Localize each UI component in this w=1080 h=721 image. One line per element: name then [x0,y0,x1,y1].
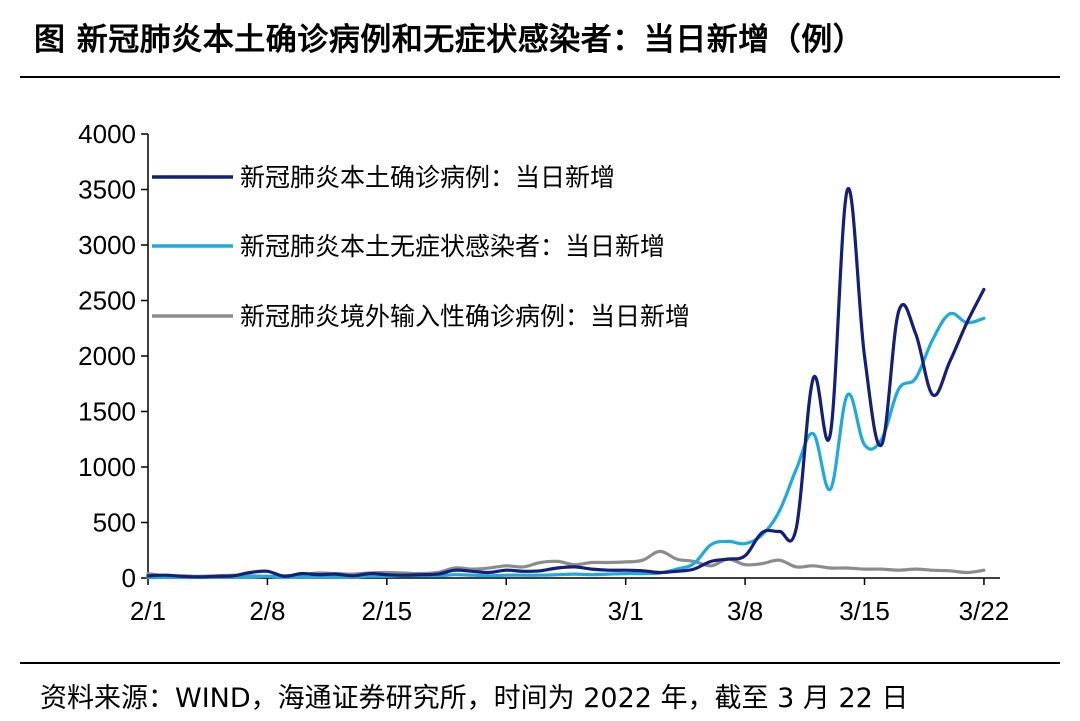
y-tick-label: 0 [122,563,136,593]
source-note: 资料来源：WIND，海通证券研究所，时间为 2022 年，截至 3 月 22 日 [40,683,909,714]
x-tick-label: 3/8 [727,596,763,626]
y-tick-label: 2500 [78,286,136,316]
x-tick-label: 2/22 [481,596,532,626]
x-tick-label: 2/15 [362,596,413,626]
series-line-local-asymptomatic [146,311,986,580]
legend-item-local-confirmed-label: 新冠肺炎本土确诊病例：当日新增 [240,163,615,192]
top-rule [20,76,1060,78]
x-tick-label: 3/15 [839,596,890,626]
x-tick-label: 2/1 [130,596,166,626]
legend-item-local-asymptomatic-label: 新冠肺炎本土无症状感染者：当日新增 [240,232,665,261]
legend-item-imported-confirmed-label: 新冠肺炎境外输入性确诊病例：当日新增 [240,302,690,331]
series-line-local-confirmed [146,187,986,579]
y-tick-label: 3000 [78,230,136,260]
x-tick-label: 3/1 [608,596,644,626]
y-tick-label: 4000 [78,119,136,149]
chart-title: 图 新冠肺炎本土确诊病例和无症状感染者：当日新增（例） [34,22,865,58]
x-tick-label: 3/22 [959,596,1010,626]
y-tick-label: 1000 [78,452,136,482]
y-tick-label: 3500 [78,175,136,205]
chart-canvas: 0 500 1000 1500 2000 2500 3000 3500 4000 2/1 2/8 2/… [78,119,1009,626]
y-tick-label: 2000 [78,341,136,371]
axes: 0 500 1000 1500 2000 2500 3000 3500 4000 2/1 2/8 2/… [78,119,1009,626]
series-layer [146,187,986,580]
y-tick-label: 500 [93,508,136,538]
bottom-rule [20,662,1060,664]
x-tick-label: 2/8 [249,596,285,626]
y-tick-label: 1500 [78,397,136,427]
legend: 新冠肺炎本土确诊病例：当日新增新冠肺炎本土无症状感染者：当日新增新冠肺炎境外输入… [152,163,690,331]
